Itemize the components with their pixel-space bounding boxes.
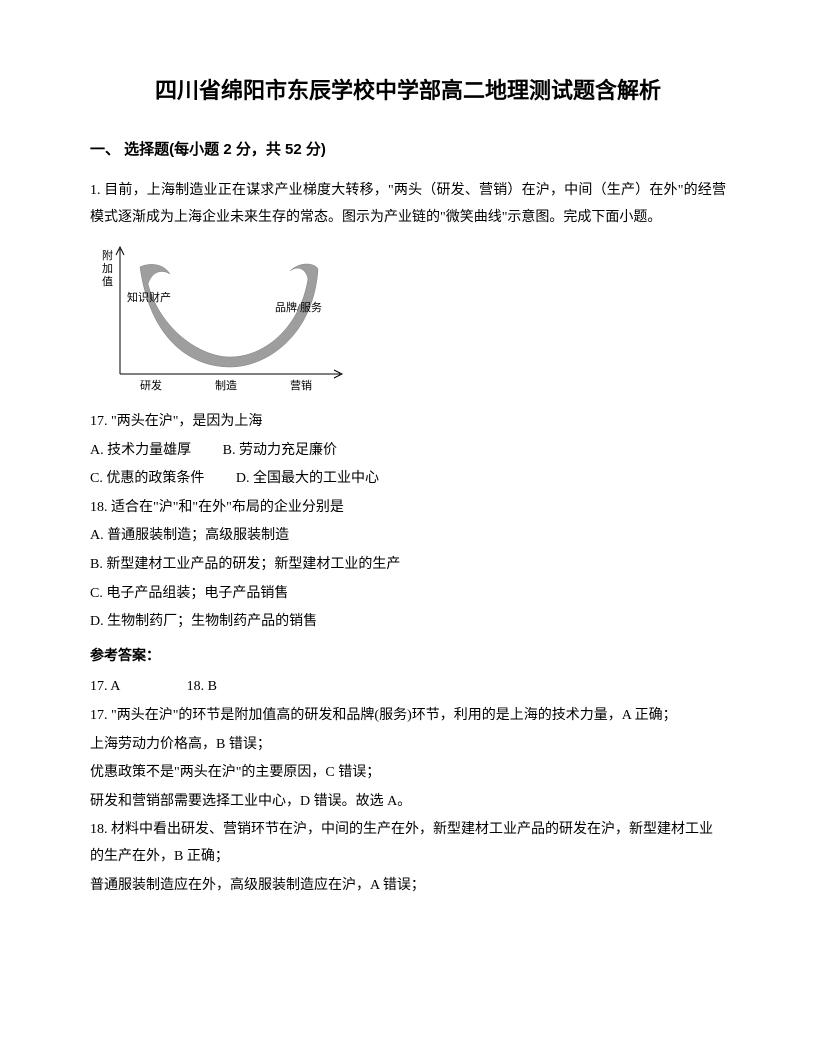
explanation-5: 普通服装制造应在外，高级服装制造应在沪，A 错误； xyxy=(90,873,726,900)
y-axis-label: 附 xyxy=(102,248,113,262)
explanation-2: 优惠政策不是"两头在沪"的主要原因，C 错误； xyxy=(90,760,726,787)
smile-curve-svg: 附 加 值 知识财产 品牌/服务 研发 制造 营销 xyxy=(90,239,350,394)
x-label-2: 营销 xyxy=(290,378,312,392)
svg-text:值: 值 xyxy=(102,275,113,288)
q17-option-d: D. 全国最大的工业中心 xyxy=(236,466,379,493)
q17-stem: 17. "两头在沪"，是因为上海 xyxy=(90,409,726,436)
smile-curve-diagram: 附 加 值 知识财产 品牌/服务 研发 制造 营销 xyxy=(90,239,726,405)
answer-18: 18. B xyxy=(187,679,217,694)
q17-options-row2: C. 优惠的政策条件 D. 全国最大的工业中心 xyxy=(90,466,726,493)
q17-option-b: B. 劳动力充足廉价 xyxy=(223,438,337,465)
q17-options-row1: A. 技术力量雄厚 B. 劳动力充足廉价 xyxy=(90,438,726,465)
explanation-4: 18. 材料中看出研发、营销环节在沪，中间的生产在外，新型建材工业产品的研发在沪… xyxy=(90,817,726,870)
explanation-1: 上海劳动力价格高，B 错误； xyxy=(90,732,726,759)
section-header: 一、 选择题(每小题 2 分，共 52 分) xyxy=(90,136,726,165)
answers-line: 17. A 18. B xyxy=(90,674,726,701)
answer-header: 参考答案： xyxy=(90,642,726,669)
q18-option-c: C. 电子产品组装；电子产品销售 xyxy=(90,581,726,608)
question-intro: 1. 目前，上海制造业正在谋求产业梯度大转移，"两头（研发、营销）在沪，中间（生… xyxy=(90,178,726,231)
x-label-1: 制造 xyxy=(215,378,237,392)
explanation-0: 17. "两头在沪"的环节是附加值高的研发和品牌(服务)环节，利用的是上海的技术… xyxy=(90,703,726,730)
explanation-3: 研发和营销部需要选择工业中心，D 错误。故选 A。 xyxy=(90,789,726,816)
q18-stem: 18. 适合在"沪"和"在外"布局的企业分别是 xyxy=(90,495,726,522)
smile-curve-path xyxy=(140,264,318,367)
document-title: 四川省绵阳市东辰学校中学部高二地理测试题含解析 xyxy=(90,70,726,112)
answer-17: 17. A xyxy=(90,679,120,694)
q18-option-b: B. 新型建材工业产品的研发；新型建材工业的生产 xyxy=(90,552,726,579)
x-label-0: 研发 xyxy=(140,378,162,392)
q17-option-c: C. 优惠的政策条件 xyxy=(90,466,204,493)
q18-option-d: D. 生物制药厂；生物制药产品的销售 xyxy=(90,609,726,636)
svg-text:加: 加 xyxy=(102,262,113,275)
q18-option-a: A. 普通服装制造；高级服装制造 xyxy=(90,523,726,550)
right-curve-label: 品牌/服务 xyxy=(275,300,322,314)
left-curve-label: 知识财产 xyxy=(127,290,171,304)
q17-option-a: A. 技术力量雄厚 xyxy=(90,438,191,465)
